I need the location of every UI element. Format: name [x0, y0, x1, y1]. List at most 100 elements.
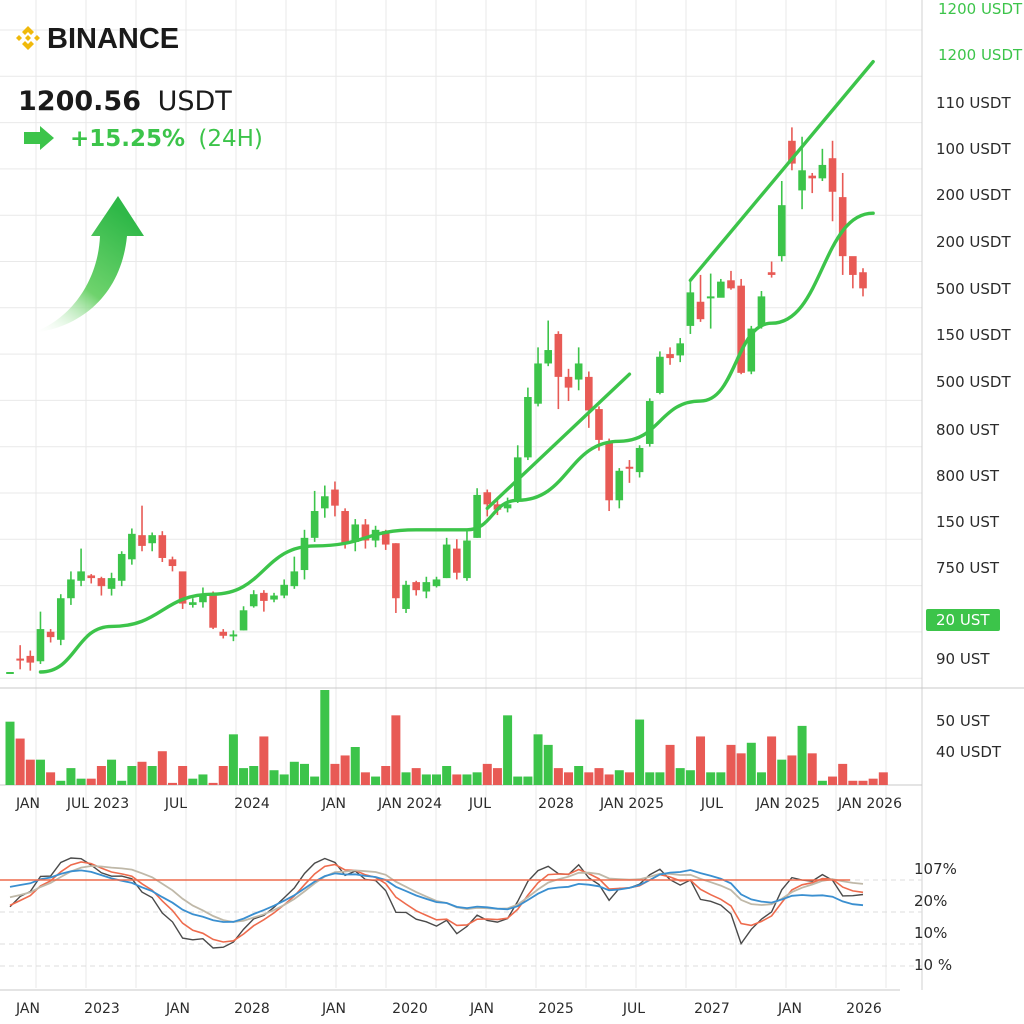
volume-bar — [584, 772, 594, 785]
candle-down — [838, 197, 847, 257]
time-axis-label: JAN 2025 — [755, 796, 820, 812]
volume-bar — [797, 725, 807, 785]
volume-bar — [777, 759, 787, 785]
binance-logo-icon — [16, 26, 40, 50]
candle-down — [158, 535, 167, 558]
candle-down — [828, 158, 837, 192]
time-axis-label: JUL — [700, 796, 723, 812]
price-axis-label: 200 USDT — [936, 233, 1011, 251]
volume-bar — [208, 782, 218, 785]
time-axis-label: JAN — [15, 1001, 40, 1017]
volume-bar — [279, 774, 289, 785]
time-axis-label: JAN 2025 — [599, 796, 664, 812]
candle-up — [676, 343, 685, 356]
volume-bar — [391, 715, 401, 785]
candle-up — [117, 553, 126, 581]
volume-bar — [655, 772, 665, 785]
volume-bar — [289, 761, 299, 785]
candle-up — [656, 356, 664, 393]
volume-bar — [878, 772, 888, 785]
volume-bar — [96, 766, 106, 785]
time-axis-label: JAN — [321, 1001, 346, 1017]
volume-bar — [137, 761, 147, 785]
volume-bar — [574, 766, 584, 785]
time-axis-label: JUL — [468, 796, 491, 812]
price-axis-label: 1200 USDT — [938, 0, 1023, 18]
candle-down — [727, 280, 735, 289]
time-axis-label: JUL — [622, 1001, 645, 1017]
candle-up — [635, 447, 644, 473]
candle-up — [229, 634, 238, 637]
volume-bar — [188, 778, 198, 785]
volume-bar — [838, 763, 848, 785]
volume-bar — [411, 768, 421, 785]
candle-up — [615, 470, 624, 501]
volume-bar — [86, 778, 96, 785]
candle-down — [767, 272, 776, 275]
candle-up — [290, 571, 299, 587]
candle-down — [554, 333, 563, 377]
price-badge — [926, 609, 1000, 631]
price-axis-label: 1200 USDT — [938, 46, 1023, 64]
oscillator-line-fast — [9, 857, 864, 949]
volume-bars — [5, 690, 888, 785]
volume-bar — [645, 772, 655, 785]
volume-bar — [66, 768, 76, 785]
candlestick-series — [6, 127, 867, 674]
volume-bar — [218, 766, 228, 785]
volume-bar — [401, 772, 411, 785]
price-axis-label: 800 UST — [936, 467, 1000, 485]
candle-down — [412, 582, 420, 591]
volume-bar — [56, 780, 66, 785]
volume-bar — [604, 774, 614, 785]
price-axis-label: 500 USDT — [936, 373, 1011, 391]
volume-bar — [503, 715, 513, 785]
candle-up — [534, 363, 542, 404]
volume-bar — [635, 719, 645, 785]
volume-bar — [543, 744, 553, 785]
resistance-trendline — [688, 59, 875, 282]
change-percent: +15.25% — [70, 126, 185, 152]
volume-bar — [432, 774, 441, 785]
time-axis-label: 2023 — [84, 1001, 120, 1017]
price-axis-label: 150 UST — [936, 513, 1000, 531]
time-axis-label: JAN — [165, 1001, 190, 1017]
candle-up — [757, 296, 766, 326]
volume-bar — [340, 755, 350, 785]
volume-bar — [198, 774, 208, 785]
time-axis-label: JAN 2024 — [377, 796, 442, 812]
oscillator-axis-label: 107% — [914, 860, 957, 878]
volume-bar — [746, 742, 756, 785]
volume-bar — [736, 753, 746, 785]
candle-up — [280, 584, 288, 596]
time-axis-oscillator: JAN 2023 JAN 2028 JAN 2020 JAN 2025 JUL 2027 JAN 20… — [15, 1001, 882, 1017]
volume-bar — [756, 772, 766, 785]
change-period: (24H) — [198, 126, 263, 152]
trendlines — [38, 59, 875, 674]
candle-down — [808, 175, 817, 179]
volume-bar — [614, 770, 624, 785]
price-axis-label: 100 USDT — [936, 140, 1011, 158]
volume-bar — [421, 774, 431, 785]
time-axis-label: JAN 2026 — [837, 796, 902, 812]
candle-down — [341, 511, 349, 544]
candle-up — [798, 170, 806, 191]
candle-up — [128, 533, 136, 560]
volume-bar — [523, 776, 533, 785]
candle-down — [331, 489, 339, 506]
candle-down — [392, 543, 400, 599]
volume-bar — [371, 776, 381, 785]
volume-axis-label: 50 UST — [936, 712, 990, 730]
price-unit: USDT — [158, 86, 233, 117]
candle-up — [574, 363, 583, 380]
candle-up — [686, 292, 695, 326]
volume-bar — [594, 768, 604, 785]
candle-down — [585, 376, 593, 411]
oscillator-axis: 107% 20% 10% 10 % — [914, 860, 957, 974]
candle-up — [351, 524, 360, 542]
volume-bar — [858, 780, 868, 785]
candle-up — [777, 205, 786, 257]
price-value: 1200.56 — [18, 86, 141, 117]
candle-up — [747, 328, 756, 372]
candle-down — [87, 575, 96, 579]
